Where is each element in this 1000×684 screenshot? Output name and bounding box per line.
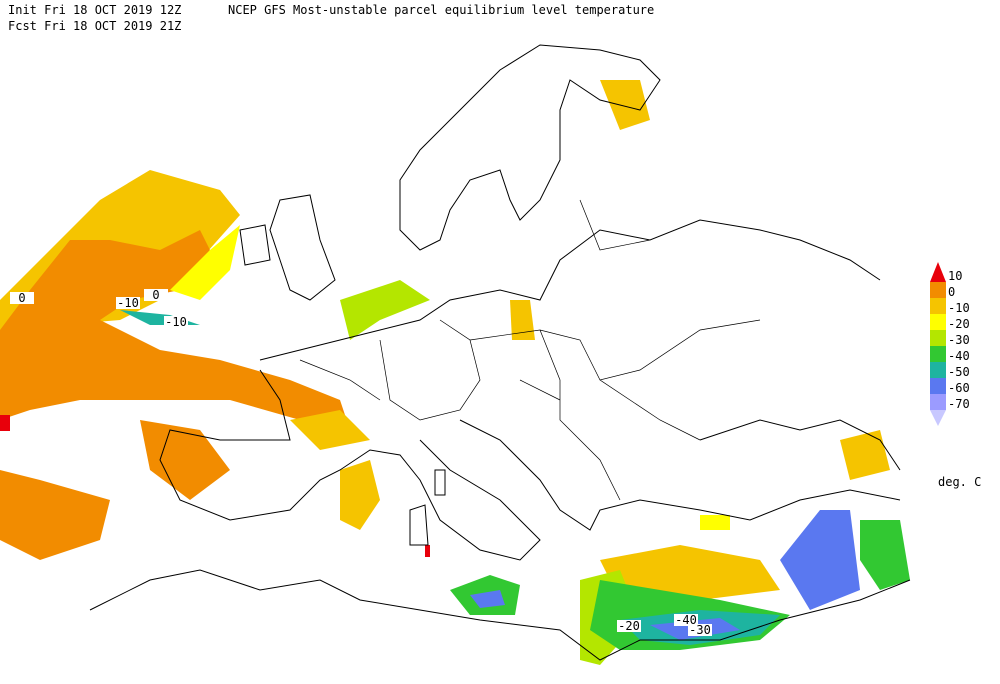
legend-label: -50	[948, 365, 970, 379]
country-border	[299, 199, 761, 501]
shade-area	[470, 590, 505, 608]
shade-area	[340, 460, 380, 530]
contour-label-bg	[688, 624, 712, 636]
legend-unit: deg. C	[938, 475, 981, 489]
borders	[299, 199, 761, 501]
legend-label: -70	[948, 397, 970, 411]
contour-label-bg	[10, 292, 34, 304]
legend: 10 0 -10 -20 -30 -40 -50 -60 -70	[930, 262, 970, 426]
coastline	[239, 224, 271, 266]
legend-swatch	[930, 346, 946, 362]
map-title: NCEP GFS Most-unstable parcel equilibriu…	[228, 3, 654, 17]
contour-label-bg	[617, 620, 641, 632]
contour-label: 0	[152, 288, 159, 302]
shade-area	[510, 300, 535, 340]
coastline	[259, 219, 881, 361]
shade-area	[780, 510, 860, 610]
legend-swatch	[930, 378, 946, 394]
contour-label: -20	[618, 619, 640, 633]
shade-area	[170, 225, 240, 300]
shade-area	[340, 280, 430, 340]
legend-arrow	[930, 262, 946, 282]
coastline	[159, 369, 541, 561]
contour-label: 0	[18, 291, 25, 305]
coastlines	[89, 44, 911, 661]
legend-label: -60	[948, 381, 970, 395]
coastline	[699, 419, 901, 471]
legend-swatch	[930, 314, 946, 330]
shade-area	[600, 545, 780, 600]
legend-label: -40	[948, 349, 970, 363]
contour-label-bg	[116, 297, 140, 309]
legend-label: 0	[948, 285, 955, 299]
forecast-time: Fcst Fri 18 OCT 2019 21Z	[8, 19, 181, 33]
coastline	[459, 419, 901, 531]
shade-area	[0, 470, 110, 560]
contour-label-bg	[164, 316, 188, 328]
coastline	[409, 469, 446, 546]
legend-label: -20	[948, 317, 970, 331]
shade-area	[700, 515, 730, 530]
legend-arrow	[930, 410, 946, 426]
init-time: Init Fri 18 OCT 2019 12Z	[8, 3, 181, 17]
shade-area	[0, 415, 10, 431]
contour-label-bg	[674, 614, 698, 626]
shade-area	[0, 230, 350, 430]
field-shading	[0, 80, 910, 665]
legend-label: -10	[948, 301, 970, 315]
legend-label: -30	[948, 333, 970, 347]
legend-label: 10	[948, 269, 962, 283]
contour-label: -10	[117, 296, 139, 310]
contour-label-bg	[144, 289, 168, 301]
shade-area	[425, 545, 430, 557]
coastline	[269, 194, 336, 301]
shade-area	[290, 410, 370, 450]
legend-swatch	[930, 362, 946, 378]
shade-area	[600, 80, 650, 130]
shade-area	[860, 520, 910, 590]
shade-area	[140, 420, 230, 500]
contour-label: -10	[165, 315, 187, 329]
legend-swatch	[930, 330, 946, 346]
contour-label: -40	[675, 613, 697, 627]
legend-swatch	[930, 282, 946, 298]
contour-labels: 0 -10 0 -10 -20 -40-30	[10, 288, 712, 637]
coastline	[399, 44, 661, 251]
legend-swatch	[930, 394, 946, 410]
contour-label: -30	[689, 623, 711, 637]
coastline	[89, 569, 911, 661]
legend-swatch	[930, 298, 946, 314]
shade-area	[840, 430, 890, 480]
